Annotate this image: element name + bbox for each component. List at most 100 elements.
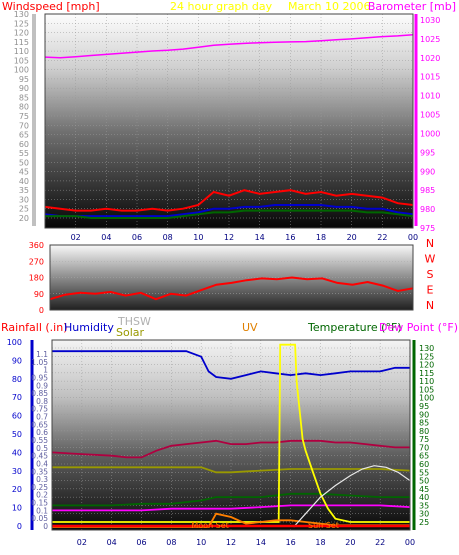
rainfall-tick-label: 0.85 bbox=[31, 389, 48, 398]
wind-tick-label: 30 bbox=[19, 195, 29, 204]
series-barometer bbox=[44, 33, 414, 59]
series-dew_point bbox=[52, 504, 411, 512]
direction-tick-label: 270 bbox=[29, 257, 44, 266]
series-direction bbox=[49, 276, 414, 301]
series-avg_wind bbox=[45, 209, 414, 219]
temperature-tick-label: 130 bbox=[419, 344, 434, 353]
wind-tick-label: 115 bbox=[14, 38, 29, 47]
rain-x-tick-label: 16 bbox=[286, 538, 296, 547]
outer-tick-label: 10 bbox=[12, 504, 22, 513]
wind-tick-label: 130 bbox=[14, 10, 29, 19]
temperature-tick-label: 105 bbox=[419, 385, 434, 394]
dewpoint-axis-title: Dew Point (°F) bbox=[379, 321, 458, 334]
rainfall-tick-label: 0.05 bbox=[31, 514, 48, 523]
temperature-tick-label: 125 bbox=[419, 352, 434, 361]
rain-x-tick-label: 18 bbox=[315, 538, 325, 547]
temperature-right-ticks: 2530354045505560657075808590951001051101… bbox=[419, 344, 434, 527]
baro-tick-label: 1030 bbox=[420, 16, 440, 25]
rain-x-tick-label: 12 bbox=[226, 538, 236, 547]
rainfall-tick-label: 0.7 bbox=[36, 413, 48, 422]
temperature-tick-label: 50 bbox=[419, 477, 429, 486]
rainfall-tick-label: 0.6 bbox=[36, 428, 48, 437]
baro-tick-label: 1010 bbox=[420, 92, 440, 101]
rainfall-tick-label: 1 bbox=[43, 366, 48, 375]
rain-x-tick-label: 02 bbox=[77, 538, 87, 547]
wind-tick-label: 70 bbox=[19, 121, 29, 130]
outer-tick-label: 30 bbox=[12, 467, 22, 476]
thsw-axis-title: THSW bbox=[117, 315, 151, 328]
baro-tick-label: 990 bbox=[420, 167, 435, 176]
rain-x-tick-label: 14 bbox=[256, 538, 266, 547]
temperature-tick-label: 70 bbox=[419, 443, 429, 452]
rainfall-tick-label: 0 bbox=[43, 522, 48, 531]
temperature-tick-label: 35 bbox=[419, 501, 429, 510]
temperature-tick-label: 60 bbox=[419, 460, 429, 469]
baro-tick-label: 975 bbox=[420, 224, 435, 233]
wind-x-tick-label: 04 bbox=[101, 233, 111, 242]
humidity-axis-title: Humidity bbox=[64, 321, 114, 334]
wind-plot-frame bbox=[44, 13, 414, 229]
outer-tick-label: 100 bbox=[7, 338, 22, 347]
baro-tick-label: 1015 bbox=[420, 73, 440, 82]
wind-x-tick-label: 12 bbox=[224, 233, 234, 242]
wind-tick-label: 120 bbox=[14, 29, 29, 38]
wind-tick-label: 45 bbox=[19, 168, 29, 177]
wind-x-tick-label: 14 bbox=[255, 233, 265, 242]
rainfall-left-ticks: 00.050.10.150.20.250.30.350.40.450.50.55… bbox=[31, 350, 48, 531]
series-solar bbox=[52, 492, 410, 507]
rainfall-tick-label: 0.95 bbox=[31, 373, 48, 382]
rain-x-tick-label: 06 bbox=[136, 538, 146, 547]
rainfall-tick-label: 0.5 bbox=[36, 444, 48, 453]
compass-letter: W bbox=[425, 253, 436, 266]
annotation-label: Moon Set bbox=[191, 521, 228, 530]
rainfall-tick-label: 0.45 bbox=[31, 452, 48, 461]
compass-letter: S bbox=[427, 268, 434, 281]
rainfall-tick-label: 0.75 bbox=[31, 405, 48, 414]
wind-tick-label: 75 bbox=[19, 112, 29, 121]
wind-x-tick-label: 06 bbox=[132, 233, 142, 242]
wind-tick-label: 25 bbox=[19, 205, 29, 214]
rainfall-axis-title: Rainfall (.in) bbox=[1, 321, 68, 334]
rainfall-tick-label: 0.55 bbox=[31, 436, 48, 445]
wind-tick-label: 35 bbox=[19, 186, 29, 195]
rainfall-tick-label: 1.1 bbox=[36, 350, 48, 359]
wind-tick-label: 65 bbox=[19, 131, 29, 140]
direction-plot-frame bbox=[49, 244, 414, 311]
rain-plot-background bbox=[52, 340, 410, 530]
wind-x-ticks: 02 04 06 08 10 12 14 16 18 20 22 00 bbox=[71, 233, 419, 242]
rainfall-tick-label: 0.65 bbox=[31, 420, 48, 429]
rainfall-tick-label: 0.25 bbox=[31, 483, 48, 492]
series-humidity bbox=[52, 350, 410, 380]
series-temperature bbox=[51, 439, 410, 459]
temperature-tick-label: 95 bbox=[419, 402, 429, 411]
graph-date: March 10 2006 bbox=[288, 0, 371, 13]
temperature-tick-label: 65 bbox=[419, 452, 429, 461]
direction-series-layer bbox=[49, 276, 414, 301]
wind-tick-label: 55 bbox=[19, 149, 29, 158]
series-moon bbox=[52, 512, 410, 528]
wind-tick-label: 90 bbox=[19, 84, 29, 93]
rainfall-tick-label: 0.15 bbox=[31, 499, 48, 508]
graph-title: 24 hour graph day bbox=[170, 0, 273, 13]
wind-x-tick-label: 20 bbox=[347, 233, 357, 242]
temperature-tick-label: 45 bbox=[419, 485, 429, 494]
direction-tick-label: 0 bbox=[39, 306, 44, 315]
rainfall-tick-label: 1.05 bbox=[31, 358, 48, 367]
baro-tick-label: 985 bbox=[420, 186, 435, 195]
rain-series-layer bbox=[51, 343, 411, 528]
wind-x-tick-label: 16 bbox=[285, 233, 295, 242]
outer-left-ticks: 0 10 20 30 40 50 60 70 80 90 100 bbox=[7, 338, 22, 531]
temperature-tick-label: 110 bbox=[419, 377, 434, 386]
temperature-tick-label: 85 bbox=[419, 419, 429, 428]
temperature-tick-label: 80 bbox=[419, 427, 429, 436]
temperature-tick-label: 30 bbox=[419, 510, 429, 519]
series-uv bbox=[52, 343, 410, 523]
baro-right-ticks: 975 980 985 990 995 1000 1005 1010 1015 1020 1025 1… bbox=[420, 16, 440, 233]
uv-axis-title: UV bbox=[242, 321, 258, 334]
wind-tick-label: 105 bbox=[14, 56, 29, 65]
rain-x-tick-label: 04 bbox=[107, 538, 117, 547]
baro-axis-title: Barometer [mb] bbox=[368, 0, 456, 13]
wind-x-tick-label: 08 bbox=[163, 233, 173, 242]
baro-tick-label: 1025 bbox=[420, 35, 440, 44]
outer-tick-label: 70 bbox=[12, 393, 22, 402]
